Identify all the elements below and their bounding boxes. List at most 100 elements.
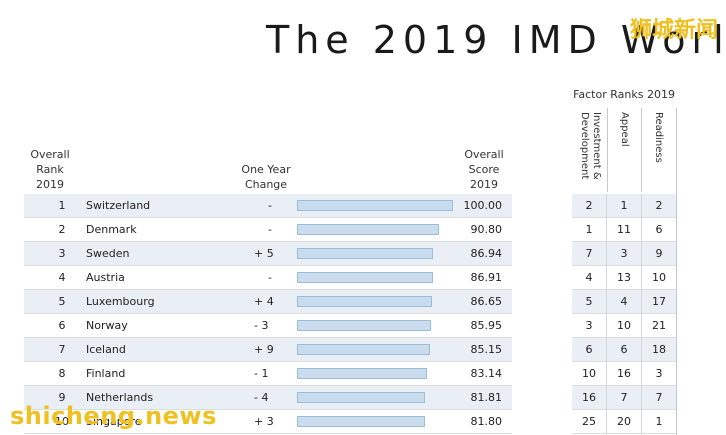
factor-appeal-cell: 7 [620, 391, 628, 404]
rank-cell: 7 [58, 343, 66, 356]
factor-appeal-cell: 1 [620, 199, 628, 212]
header-one-year-change: One Year Change [236, 162, 296, 192]
factor-column-divider [606, 194, 607, 218]
factor-appeal-cell: 4 [620, 295, 628, 308]
score-bar [297, 200, 453, 211]
score-cell: 83.14 [470, 367, 503, 380]
factor-row: 6 6 18 [572, 338, 676, 362]
factor-readiness-cell: 2 [655, 199, 663, 212]
table-row: 9 Netherlands - 4 81.81 [24, 386, 512, 410]
row-band [24, 314, 512, 338]
factor-column-divider [641, 362, 642, 386]
rank-cell: 9 [58, 391, 66, 404]
factor-row-band [572, 314, 676, 338]
factor-column-divider [641, 410, 642, 434]
factor-appeal-cell: 16 [617, 367, 631, 380]
row-band [24, 266, 512, 290]
rank-cell: 2 [58, 223, 66, 236]
score-bar [297, 272, 433, 283]
factor-readiness-cell: 7 [655, 391, 663, 404]
factor-column-divider [606, 290, 607, 314]
factor-investment-cell: 1 [585, 223, 593, 236]
factor-row-band [572, 290, 676, 314]
change-cell: - [268, 271, 272, 284]
change-cell: + 9 [254, 343, 274, 356]
score-cell: 85.15 [470, 343, 503, 356]
score-cell: 81.81 [470, 391, 503, 404]
rank-cell: 8 [58, 367, 66, 380]
rank-cell: 5 [58, 295, 66, 308]
factor-investment-cell: 25 [582, 415, 596, 428]
country-cell: Austria [86, 271, 125, 284]
country-cell: Netherlands [86, 391, 154, 404]
change-cell: - 4 [254, 391, 269, 404]
header-score-line3: 2019 [470, 178, 498, 191]
factor-row-band [572, 266, 676, 290]
rank-cell: 3 [58, 247, 66, 260]
factor-header-readiness: Readiness [653, 112, 664, 163]
header-overall-score: Overall Score 2019 [458, 147, 510, 192]
country-cell: Luxembourg [86, 295, 155, 308]
header-rank-line1: Overall [30, 148, 70, 161]
change-cell: + 5 [254, 247, 274, 260]
score-cell: 86.65 [470, 295, 503, 308]
factor-row: 10 16 3 [572, 362, 676, 386]
header-rank-line2: Rank [36, 163, 64, 176]
country-cell: Denmark [86, 223, 137, 236]
factor-investment-cell: 2 [585, 199, 593, 212]
factor-column-divider [606, 314, 607, 338]
factor-row-band [572, 386, 676, 410]
table-row: 5 Luxembourg + 4 86.65 [24, 290, 512, 314]
factor-readiness-cell: 9 [655, 247, 663, 260]
factor-column-divider [641, 218, 642, 242]
factor-row: 4 13 10 [572, 266, 676, 290]
watermark-logo-text: 狮城新闻 [629, 18, 718, 43]
factor-investment-cell: 6 [585, 343, 593, 356]
score-cell: 85.95 [470, 319, 503, 332]
factor-appeal-cell: 13 [617, 271, 631, 284]
score-cell: 86.94 [470, 247, 503, 260]
factor-column-divider [606, 338, 607, 362]
score-bar [297, 224, 439, 235]
factor-column-divider [606, 266, 607, 290]
score-bar [297, 392, 425, 403]
page-title: The 2019 IMD World [266, 18, 726, 62]
country-cell: Norway [86, 319, 128, 332]
factor-column-divider [641, 314, 642, 338]
change-cell: + 4 [254, 295, 274, 308]
watermark-site-text: shicheng.news [10, 402, 217, 430]
factor-readiness-cell: 6 [655, 223, 663, 236]
score-cell: 100.00 [463, 199, 503, 212]
factor-readiness-cell: 10 [652, 271, 666, 284]
factor-readiness-cell: 17 [652, 295, 666, 308]
factor-row: 5 4 17 [572, 290, 676, 314]
table-row: 8 Finland - 1 83.14 [24, 362, 512, 386]
score-bar [297, 344, 430, 355]
factor-row-band [572, 218, 676, 242]
factor-row: 7 3 9 [572, 242, 676, 266]
factor-row: 2 1 2 [572, 194, 676, 218]
factor-appeal-cell: 3 [620, 247, 628, 260]
row-band [24, 362, 512, 386]
factor-header-appeal: Appeal [619, 112, 630, 147]
header-change-line1: One Year [241, 163, 291, 176]
factor-investment-cell: 16 [582, 391, 596, 404]
factor-column-divider [606, 410, 607, 434]
factor-column-divider [606, 362, 607, 386]
factor-header-divider [607, 108, 608, 192]
factor-header-divider [641, 108, 642, 192]
score-bar [297, 416, 425, 427]
factor-column-divider [641, 242, 642, 266]
row-band [24, 410, 512, 434]
factor-column-divider [606, 386, 607, 410]
factor-readiness-cell: 1 [655, 415, 663, 428]
factor-ranks-title: Factor Ranks 2019 [573, 88, 675, 101]
table-row: 4 Austria - 86.91 [24, 266, 512, 290]
factor-investment-cell: 10 [582, 367, 596, 380]
change-cell: - [268, 223, 272, 236]
table-row: 6 Norway - 3 85.95 [24, 314, 512, 338]
rank-cell: 6 [58, 319, 66, 332]
country-cell: Singapore [86, 415, 142, 428]
score-bar [297, 296, 432, 307]
country-cell: Sweden [86, 247, 130, 260]
